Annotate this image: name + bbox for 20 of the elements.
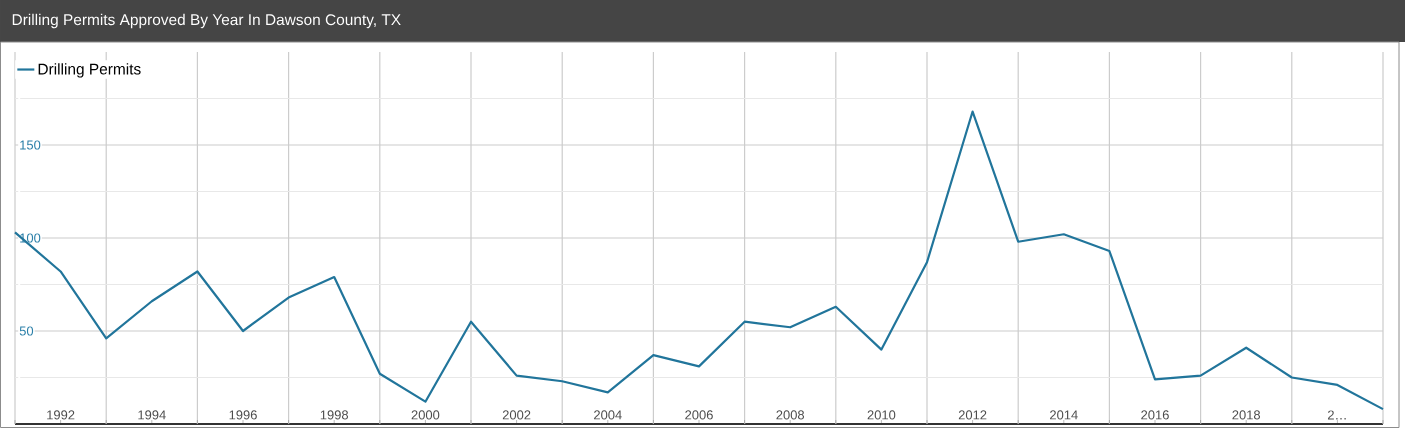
- x-tick-label: 1994: [138, 410, 166, 420]
- x-tick-label: 2016: [1141, 410, 1169, 420]
- x-tick-label: 1996: [229, 410, 257, 420]
- x-tick-label: 2000: [411, 410, 440, 420]
- x-tick-label: 2004: [594, 410, 622, 420]
- x-tick-label: 1992: [47, 410, 75, 420]
- legend-label: Drilling Permits: [38, 63, 141, 78]
- x-tick-label: 2018: [1232, 410, 1261, 420]
- x-tick-label: 2…: [1327, 410, 1346, 420]
- x-tick-label: 2012: [958, 410, 987, 420]
- line-series: [13, 110, 1385, 411]
- chart-title: Drilling Permits Approved By Year In Dawson County, TX: [12, 13, 401, 29]
- x-tick-label: 2010: [867, 410, 896, 420]
- x-tick-label: 2008: [776, 410, 805, 420]
- y-tick-label: 150: [20, 140, 41, 150]
- x-tick-label: 1998: [320, 410, 349, 420]
- x-tick-label: 2006: [685, 410, 713, 420]
- x-tick-label: 2014: [1050, 410, 1078, 420]
- y-tick-label: 50: [19, 326, 34, 336]
- x-tick-label: 2002: [502, 410, 531, 420]
